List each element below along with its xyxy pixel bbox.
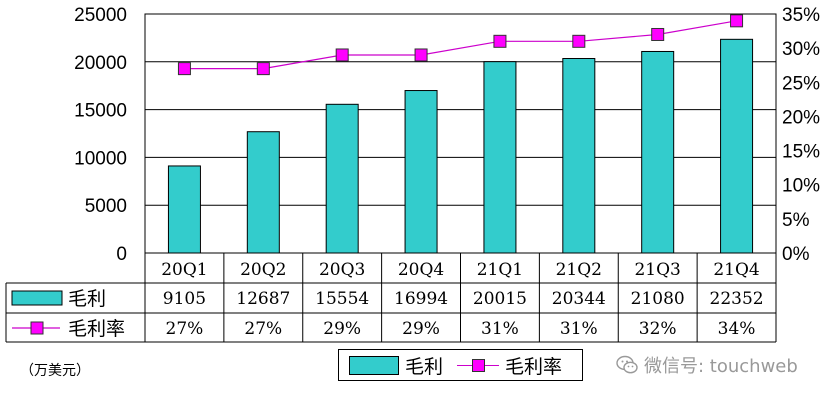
legend-line-label: 毛利率	[505, 355, 563, 378]
table-cell: 20015	[473, 289, 527, 309]
unit-label: （万美元）	[20, 363, 90, 379]
y-left-tick-label: 5000	[85, 196, 127, 217]
x-category-label: 20Q1	[161, 260, 207, 280]
table-cell: 34%	[718, 319, 756, 339]
x-category-label: 20Q3	[319, 260, 365, 280]
table-cell: 32%	[639, 319, 677, 339]
line-marker	[256, 62, 270, 76]
plot-border	[144, 13, 777, 254]
legend-bar-swatch	[349, 355, 399, 375]
x-category-label: 21Q3	[634, 260, 680, 280]
x-category-label: 21Q4	[713, 260, 759, 280]
table-cell: 22352	[710, 289, 764, 309]
y-left-tick-label: 10000	[74, 148, 127, 169]
bar	[562, 58, 596, 254]
table-row-label: 毛利	[68, 288, 106, 310]
line-marker	[572, 34, 586, 48]
bar	[246, 131, 280, 254]
watermark: 微信号: touchweb	[616, 352, 798, 378]
x-category-label: 20Q4	[398, 260, 444, 280]
table-cell: 29%	[402, 319, 440, 339]
y-left-tick-label: 25000	[74, 5, 127, 26]
bar	[325, 103, 359, 254]
line-marker	[335, 48, 349, 62]
table-cell: 27%	[166, 319, 204, 339]
y-right-tick-label: 20%	[782, 107, 820, 128]
y-right-tick-label: 5%	[782, 210, 810, 231]
table-cell: 27%	[244, 319, 282, 339]
x-category-label: 21Q2	[556, 260, 602, 280]
line-marker	[414, 48, 428, 62]
line-marker	[177, 62, 191, 76]
y-right-tick-label: 0%	[782, 244, 810, 265]
table-cell: 20344	[552, 289, 606, 309]
y-left-tick-label: 0	[116, 244, 127, 265]
y-right-tick-label: 30%	[782, 39, 820, 60]
line-series	[184, 20, 737, 70]
watermark-text: 微信号: touchweb	[644, 356, 798, 377]
bar	[641, 50, 675, 254]
table-cell: 15554	[315, 289, 369, 309]
table-cell: 31%	[481, 319, 519, 339]
line-marker	[651, 27, 665, 41]
table-cell: 21080	[631, 289, 685, 309]
legend-bar-label: 毛利	[405, 355, 444, 378]
y-right-tick-label: 15%	[782, 142, 820, 163]
x-category-label: 20Q2	[240, 260, 286, 280]
table-cell: 9105	[163, 289, 206, 309]
y-right-tick-label: 10%	[782, 176, 820, 197]
bar	[167, 165, 201, 254]
y-left-tick-label: 15000	[74, 101, 127, 122]
bar	[404, 90, 438, 254]
table-cell: 16994	[394, 289, 448, 309]
y-left-tick-label: 20000	[74, 53, 127, 74]
wechat-icon	[616, 355, 638, 374]
row-key-bar	[11, 290, 63, 306]
plot-area: 0 5000 10000 15000 20000 25000 0% 5% 10% 15% 20% 25…	[74, 5, 820, 265]
data-table: 20Q1 20Q2 20Q3 20Q4 21Q1 21Q2 21Q3 21Q4 毛利 9105 12…	[5, 253, 777, 343]
row-key-marker	[30, 321, 44, 335]
line-marker	[493, 34, 507, 48]
legend: 毛利 毛利率	[338, 349, 583, 381]
x-category-label: 21Q1	[477, 260, 523, 280]
table-cell: 29%	[323, 319, 361, 339]
table-cell: 12687	[236, 289, 290, 309]
bar	[483, 61, 517, 254]
y-right-tick-label: 25%	[782, 73, 820, 94]
legend-line-swatch	[457, 358, 500, 372]
table-cell: 31%	[560, 319, 598, 339]
y-right-tick-label: 35%	[782, 5, 820, 26]
bar	[720, 38, 754, 254]
table-row-label: 毛利率	[68, 318, 125, 340]
line-marker	[730, 14, 744, 28]
